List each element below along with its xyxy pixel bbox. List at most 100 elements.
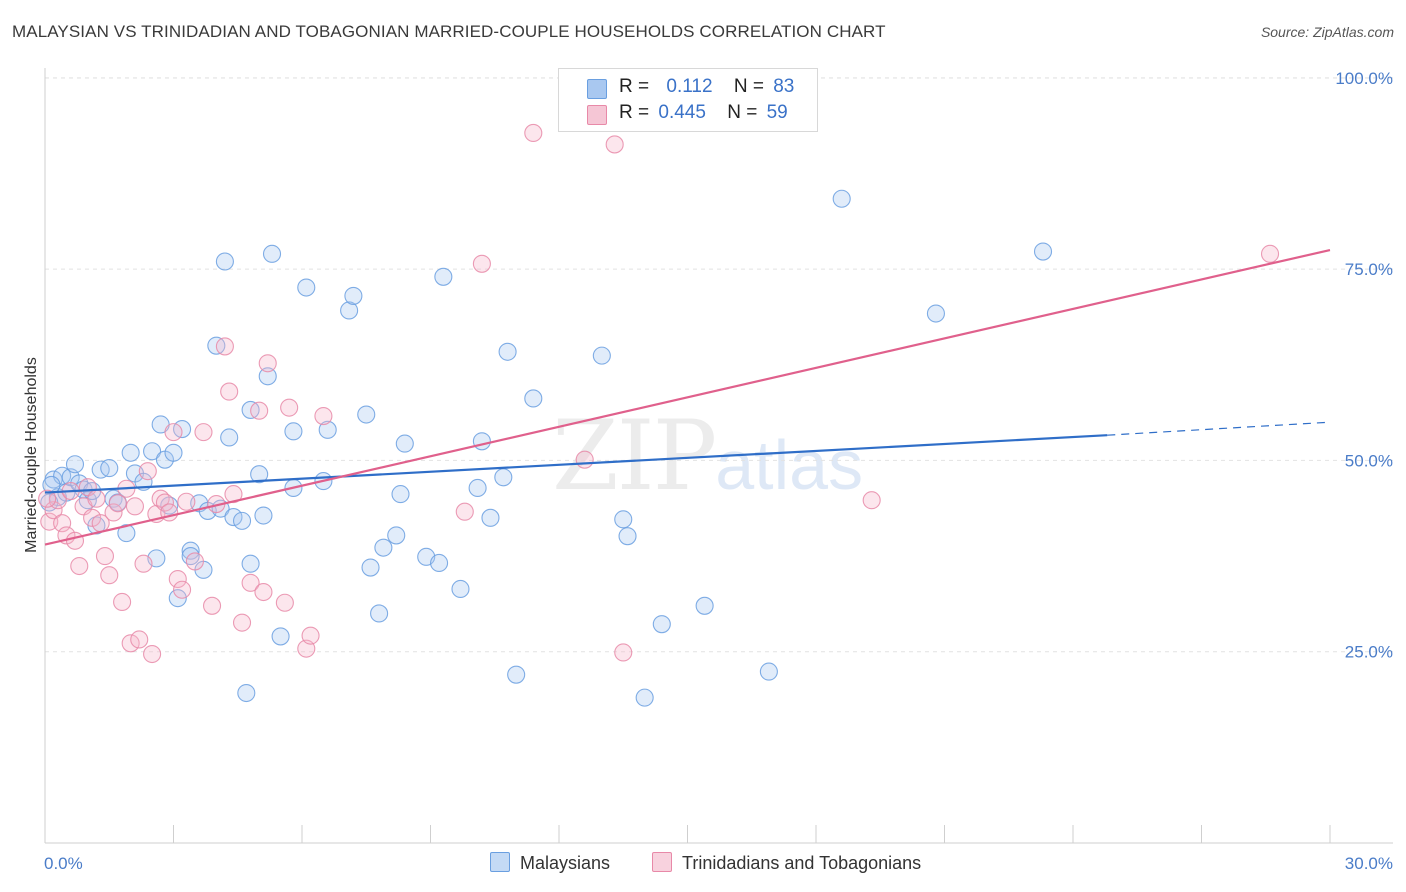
bottom-legend-malaysians: Malaysians (490, 852, 610, 874)
tick-labels: 25.0% 50.0% 75.0% 100.0% 0.0% 30.0% (44, 69, 1393, 873)
legend-r-value: 0.112 (666, 76, 713, 97)
point-trinidadians (203, 596, 222, 615)
point-malaysians (395, 434, 414, 453)
point-trinidadians (605, 135, 624, 154)
point-malaysians (430, 553, 449, 573)
point-malaysians (472, 432, 491, 451)
point-malaysians (592, 346, 611, 365)
point-trinidadians (155, 493, 174, 512)
point-trinidadians (1260, 244, 1280, 263)
point-malaysians (494, 468, 513, 487)
point-malaysians (374, 538, 393, 557)
point-malaysians (164, 443, 183, 462)
point-malaysians (451, 579, 470, 599)
x-tick-label: 30.0% (1345, 854, 1393, 873)
point-malaysians (117, 524, 136, 543)
data-points (38, 123, 1280, 707)
watermark-atlas: atlas (715, 426, 864, 504)
point-malaysians (387, 526, 406, 545)
point-malaysians (507, 665, 526, 684)
point-trinidadians (121, 634, 140, 653)
point-trinidadians (138, 462, 157, 481)
point-malaysians (181, 541, 200, 560)
point-malaysians (481, 508, 500, 527)
point-trinidadians (194, 423, 213, 442)
point-trinidadians (241, 573, 260, 592)
point-malaysians (614, 510, 633, 529)
legend-n-label: N = (727, 102, 758, 123)
point-trinidadians (143, 644, 162, 664)
point-trinidadians (862, 491, 881, 510)
point-trinidadians (232, 613, 252, 632)
point-trinidadians (472, 254, 491, 273)
point-malaysians (357, 405, 376, 424)
point-malaysians (340, 301, 359, 320)
legend-n-label: N = (733, 76, 764, 97)
point-malaysians (652, 615, 671, 634)
watermark-zip: ZIP (552, 400, 717, 512)
point-malaysians (250, 465, 269, 484)
legend-n-value: 83 (773, 76, 795, 97)
chart-title: MALAYSIAN VS TRINIDADIAN AND TOBAGONIAN … (12, 22, 886, 41)
source-label: Source: ZipAtlas.com (1260, 24, 1394, 40)
y-tick-label: 75.0% (1345, 260, 1393, 279)
point-trinidadians (125, 497, 144, 516)
point-malaysians (759, 662, 778, 681)
point-trinidadians (173, 580, 192, 599)
point-trinidadians (95, 547, 115, 566)
point-malaysians (224, 508, 243, 527)
stats-legend: R = 0.112 N = 83 R = 0.445 N = 59 (558, 68, 818, 132)
point-trinidadians (65, 531, 85, 550)
bottom-legend-label: Trinidadians and Tobagonians (682, 853, 922, 873)
point-malaysians (220, 428, 239, 447)
point-malaysians (100, 459, 119, 478)
point-trinidadians (108, 494, 127, 513)
point-trinidadians (87, 489, 106, 508)
point-malaysians (241, 554, 260, 573)
point-malaysians (434, 267, 453, 286)
point-trinidadians (258, 354, 277, 373)
point-malaysians (284, 422, 303, 441)
point-malaysians (143, 442, 162, 461)
point-trinidadians (280, 398, 299, 417)
bottom-legend-swatch-trinidadians (652, 852, 672, 872)
point-malaysians (254, 506, 273, 525)
point-trinidadians (70, 556, 89, 576)
legend-r-label: R = (619, 76, 650, 97)
point-trinidadians (254, 582, 273, 602)
point-malaysians (65, 455, 85, 474)
legend-swatch-trinidadians (587, 105, 607, 125)
point-trinidadians (215, 337, 234, 356)
point-trinidadians (38, 489, 57, 508)
trend-line-malaysians-extension (1107, 421, 1331, 436)
point-trinidadians (250, 401, 269, 420)
point-malaysians (391, 485, 410, 504)
point-malaysians (832, 189, 851, 208)
point-malaysians (121, 443, 140, 462)
point-trinidadians (614, 643, 633, 662)
point-trinidadians (100, 566, 119, 585)
point-trinidadians (168, 569, 187, 589)
watermark: ZIPatlas (552, 400, 863, 512)
point-trinidadians (164, 423, 183, 442)
point-trinidadians (177, 492, 196, 511)
legend-n-value: 59 (766, 102, 788, 123)
y-tick-label: 25.0% (1345, 643, 1393, 662)
trend-lines (44, 248, 1331, 546)
point-malaysians (344, 286, 363, 305)
bottom-legend-swatch-malaysians (490, 852, 510, 872)
point-malaysians (926, 304, 945, 323)
point-malaysians (262, 244, 282, 263)
x-tick-label: 0.0% (44, 854, 83, 873)
point-malaysians (232, 511, 252, 530)
point-trinidadians (220, 382, 239, 401)
trend-line-trinidadians (44, 248, 1331, 546)
point-trinidadians (301, 626, 320, 645)
point-malaysians (237, 683, 256, 703)
point-malaysians (215, 252, 234, 271)
trend-line-malaysians (44, 434, 1108, 494)
axes (44, 68, 1393, 844)
point-trinidadians (524, 123, 543, 143)
legend-r-label: R = (619, 102, 650, 123)
point-trinidadians (314, 407, 333, 426)
